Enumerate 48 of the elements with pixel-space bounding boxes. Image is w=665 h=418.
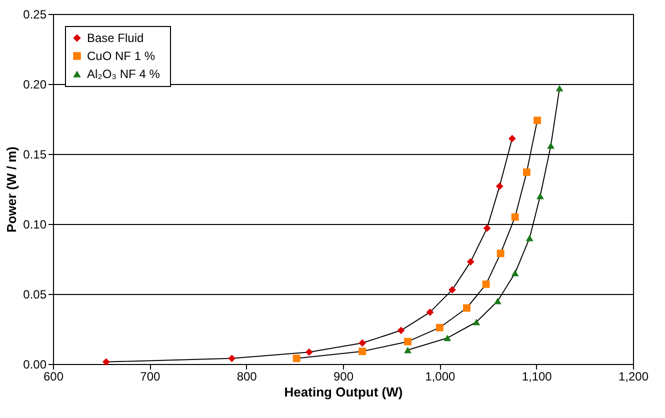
point [305,348,313,356]
point [483,224,491,232]
point [404,346,412,354]
point [436,324,444,332]
y-tick-label: 0.20 [23,78,47,92]
point [426,308,434,316]
point [472,318,480,326]
point [397,326,405,334]
x-tick-label: 1,100 [522,370,552,384]
point [228,354,236,362]
point [444,334,452,342]
y-tick-label: 0.15 [23,148,47,162]
point [522,168,530,176]
point [508,134,516,142]
point [547,142,555,149]
y-tick-label: 0.05 [23,288,47,302]
point [534,116,542,124]
y-tick-label: 0.10 [23,218,47,232]
x-tick-label: 700 [140,370,160,384]
point [536,192,544,200]
point [404,338,412,346]
point [494,298,502,304]
point [496,182,504,190]
legend-label: Base Fluid [87,31,144,45]
point [448,286,456,294]
point [556,84,564,92]
point [358,339,366,347]
y-axis-title: Power (W / m) [4,146,20,232]
point [466,258,474,266]
point [511,270,519,276]
x-tick-label: 1,000 [425,370,456,384]
x-tick-label: 1,200 [618,370,649,384]
legend-label: CuO NF 1 % [87,49,156,63]
point [526,234,534,242]
y-tick-label: 0.25 [23,8,47,22]
point [482,280,490,288]
point [496,250,504,258]
y-tick-label: 0.00 [23,358,47,372]
x-axis-title: Heating Output (W) [284,384,403,400]
point [463,304,470,312]
x-tick-label: 600 [43,370,64,384]
point [292,354,300,362]
x-tick-label: 800 [236,370,258,384]
legend-label: Al₂O₃ NF 4 % [87,67,160,81]
point [102,358,110,366]
point [358,348,366,356]
x-tick-label: 900 [333,370,354,384]
point [511,213,519,221]
